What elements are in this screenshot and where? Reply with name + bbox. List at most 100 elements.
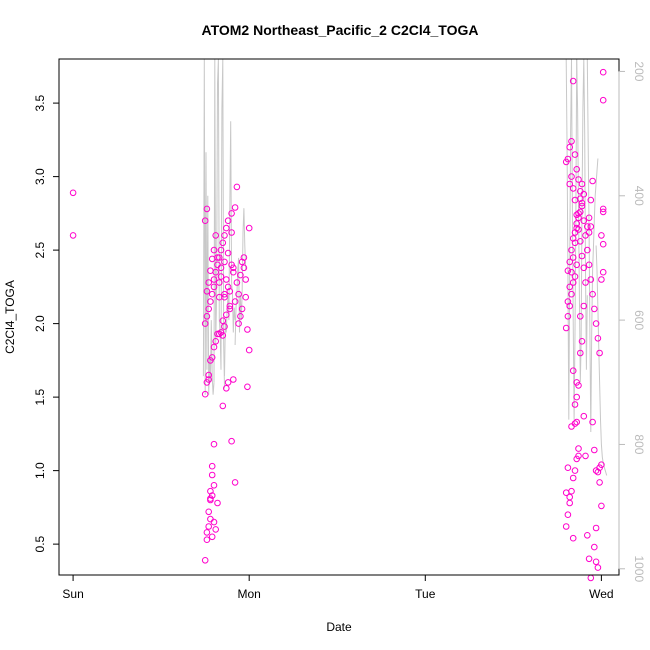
data-point — [577, 349, 584, 357]
data-point — [575, 210, 582, 217]
data-point — [223, 224, 230, 232]
data-point — [205, 305, 212, 313]
x-tick-label: Tue — [415, 587, 436, 601]
data-point — [207, 515, 214, 523]
altitude-line-7 — [586, 58, 599, 433]
data-point — [214, 499, 221, 507]
data-point — [568, 487, 575, 495]
data-point — [592, 524, 600, 532]
data-point — [238, 305, 246, 313]
data-point — [223, 311, 230, 319]
y-tick-label: 3.0 — [33, 168, 47, 185]
data-point — [566, 143, 574, 151]
data-point — [216, 330, 223, 338]
data-point — [594, 468, 602, 476]
data-point — [599, 205, 607, 213]
data-point — [569, 254, 577, 261]
data-point — [591, 543, 598, 551]
data-point — [598, 461, 605, 469]
data-point — [566, 180, 574, 188]
data-point — [569, 77, 577, 85]
data-point — [226, 288, 234, 295]
data-point — [221, 232, 228, 239]
data-point — [599, 208, 607, 216]
data-point — [573, 211, 581, 219]
data-point — [210, 246, 218, 254]
data-point — [578, 252, 586, 260]
data-point — [208, 492, 216, 499]
data-point — [568, 290, 575, 298]
data-point — [589, 418, 596, 426]
data-point — [212, 526, 219, 533]
y-tick-label: 2.0 — [33, 315, 47, 332]
data-point — [568, 138, 575, 145]
y-tick-label: 1.5 — [33, 388, 47, 405]
data-point — [573, 166, 581, 173]
data-point — [578, 338, 586, 345]
data-point — [216, 293, 223, 301]
x-tick-label: Mon — [238, 587, 261, 601]
data-point — [580, 302, 588, 310]
altitude-line-5 — [565, 58, 578, 420]
data-point — [205, 279, 212, 286]
x-tick-label: Sun — [62, 587, 83, 601]
data-point — [238, 258, 246, 266]
data-point — [208, 290, 216, 298]
data-point — [571, 401, 579, 408]
data-point — [233, 279, 241, 286]
altitude-line-layer — [202, 58, 608, 476]
data-point — [207, 298, 214, 305]
data-point — [580, 190, 588, 198]
data-point — [235, 320, 242, 327]
data-point — [585, 261, 593, 269]
data-point — [594, 564, 602, 571]
data-point — [210, 440, 218, 448]
data-point — [69, 232, 77, 239]
points-layer — [69, 68, 607, 582]
data-point — [571, 273, 579, 280]
data-point — [587, 223, 595, 230]
data-point — [568, 246, 575, 254]
data-point — [207, 487, 214, 495]
data-point — [573, 393, 581, 401]
data-point — [573, 261, 581, 269]
data-point — [575, 226, 582, 233]
data-point — [575, 382, 582, 389]
data-point — [203, 288, 211, 295]
right-tick-label: 600 — [632, 310, 646, 330]
data-point — [240, 264, 248, 272]
data-point — [235, 290, 242, 298]
data-point — [564, 511, 572, 519]
data-point — [562, 523, 570, 530]
data-point — [577, 238, 584, 245]
data-point — [569, 185, 577, 192]
y-tick-label: 1.0 — [33, 462, 47, 479]
data-point — [582, 452, 589, 460]
data-point — [228, 210, 235, 217]
data-point — [580, 264, 588, 272]
data-point — [244, 326, 251, 333]
data-point — [242, 276, 249, 283]
data-point — [599, 240, 607, 248]
data-point — [575, 176, 582, 183]
data-point — [203, 205, 211, 213]
data-point — [230, 268, 237, 276]
data-point — [599, 68, 607, 76]
data-point — [228, 437, 235, 445]
data-point — [584, 246, 591, 254]
data-point — [591, 305, 598, 313]
data-point — [575, 445, 582, 452]
data-point — [224, 283, 232, 291]
data-point — [564, 267, 572, 275]
data-point — [562, 489, 570, 497]
data-point — [566, 283, 574, 291]
data-point — [568, 173, 575, 180]
data-point — [598, 502, 605, 510]
data-point — [594, 335, 602, 342]
data-point — [571, 196, 579, 204]
data-point — [571, 151, 579, 158]
data-point — [568, 268, 575, 276]
data-point — [587, 196, 595, 204]
data-point — [201, 390, 209, 398]
data-point — [589, 290, 596, 298]
